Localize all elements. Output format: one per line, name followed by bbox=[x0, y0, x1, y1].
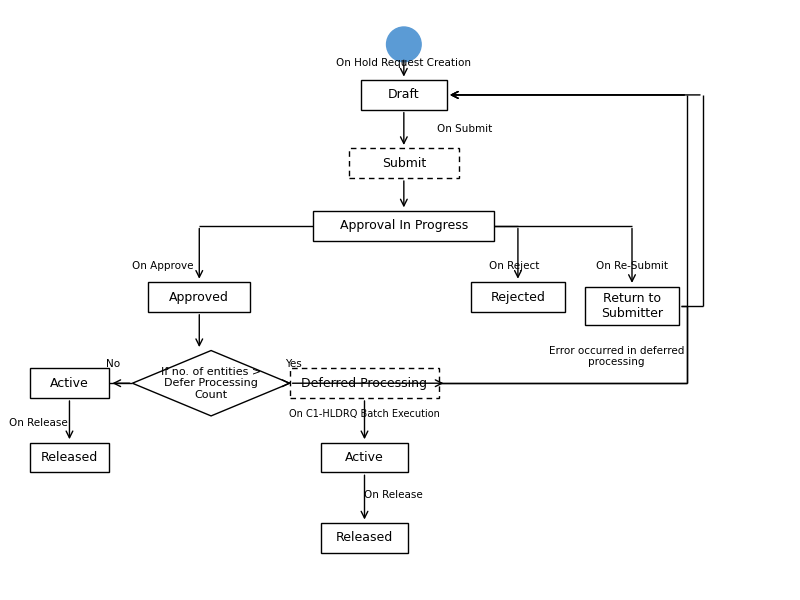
Text: Approval In Progress: Approval In Progress bbox=[340, 219, 468, 232]
FancyBboxPatch shape bbox=[148, 282, 250, 312]
Text: Yes: Yes bbox=[286, 359, 302, 368]
Text: Active: Active bbox=[345, 451, 384, 464]
FancyBboxPatch shape bbox=[585, 287, 679, 325]
Text: On C1-HLDRQ Batch Execution: On C1-HLDRQ Batch Execution bbox=[289, 409, 440, 419]
FancyBboxPatch shape bbox=[361, 80, 447, 110]
Text: Released: Released bbox=[41, 451, 98, 464]
Text: Deferred Processing: Deferred Processing bbox=[302, 377, 427, 390]
Text: On Approve: On Approve bbox=[131, 260, 193, 271]
Polygon shape bbox=[133, 350, 290, 416]
Text: On Reject: On Reject bbox=[489, 260, 539, 271]
Text: Approved: Approved bbox=[170, 290, 230, 304]
FancyBboxPatch shape bbox=[470, 282, 565, 312]
Text: No: No bbox=[106, 359, 120, 368]
FancyBboxPatch shape bbox=[322, 443, 408, 472]
Text: Error occurred in deferred
processing: Error occurred in deferred processing bbox=[549, 346, 684, 367]
Text: On Submit: On Submit bbox=[437, 124, 492, 134]
FancyBboxPatch shape bbox=[290, 368, 439, 398]
Text: On Release: On Release bbox=[9, 418, 67, 428]
Text: Released: Released bbox=[336, 531, 393, 544]
FancyBboxPatch shape bbox=[314, 211, 494, 241]
Text: Rejected: Rejected bbox=[490, 290, 546, 304]
FancyBboxPatch shape bbox=[30, 368, 109, 398]
FancyBboxPatch shape bbox=[349, 148, 459, 178]
FancyBboxPatch shape bbox=[30, 443, 109, 472]
Text: On Release: On Release bbox=[364, 490, 423, 500]
Text: Submit: Submit bbox=[382, 157, 426, 170]
Ellipse shape bbox=[386, 27, 421, 62]
Text: On Re-Submit: On Re-Submit bbox=[596, 260, 668, 271]
Text: On Hold Request Creation: On Hold Request Creation bbox=[336, 58, 471, 68]
Text: Active: Active bbox=[50, 377, 89, 390]
Text: Draft: Draft bbox=[388, 88, 420, 101]
FancyBboxPatch shape bbox=[322, 523, 408, 553]
Text: Return to
Submitter: Return to Submitter bbox=[601, 292, 663, 320]
Text: If no. of entities >
Defer Processing
Count: If no. of entities > Defer Processing Co… bbox=[161, 367, 261, 400]
